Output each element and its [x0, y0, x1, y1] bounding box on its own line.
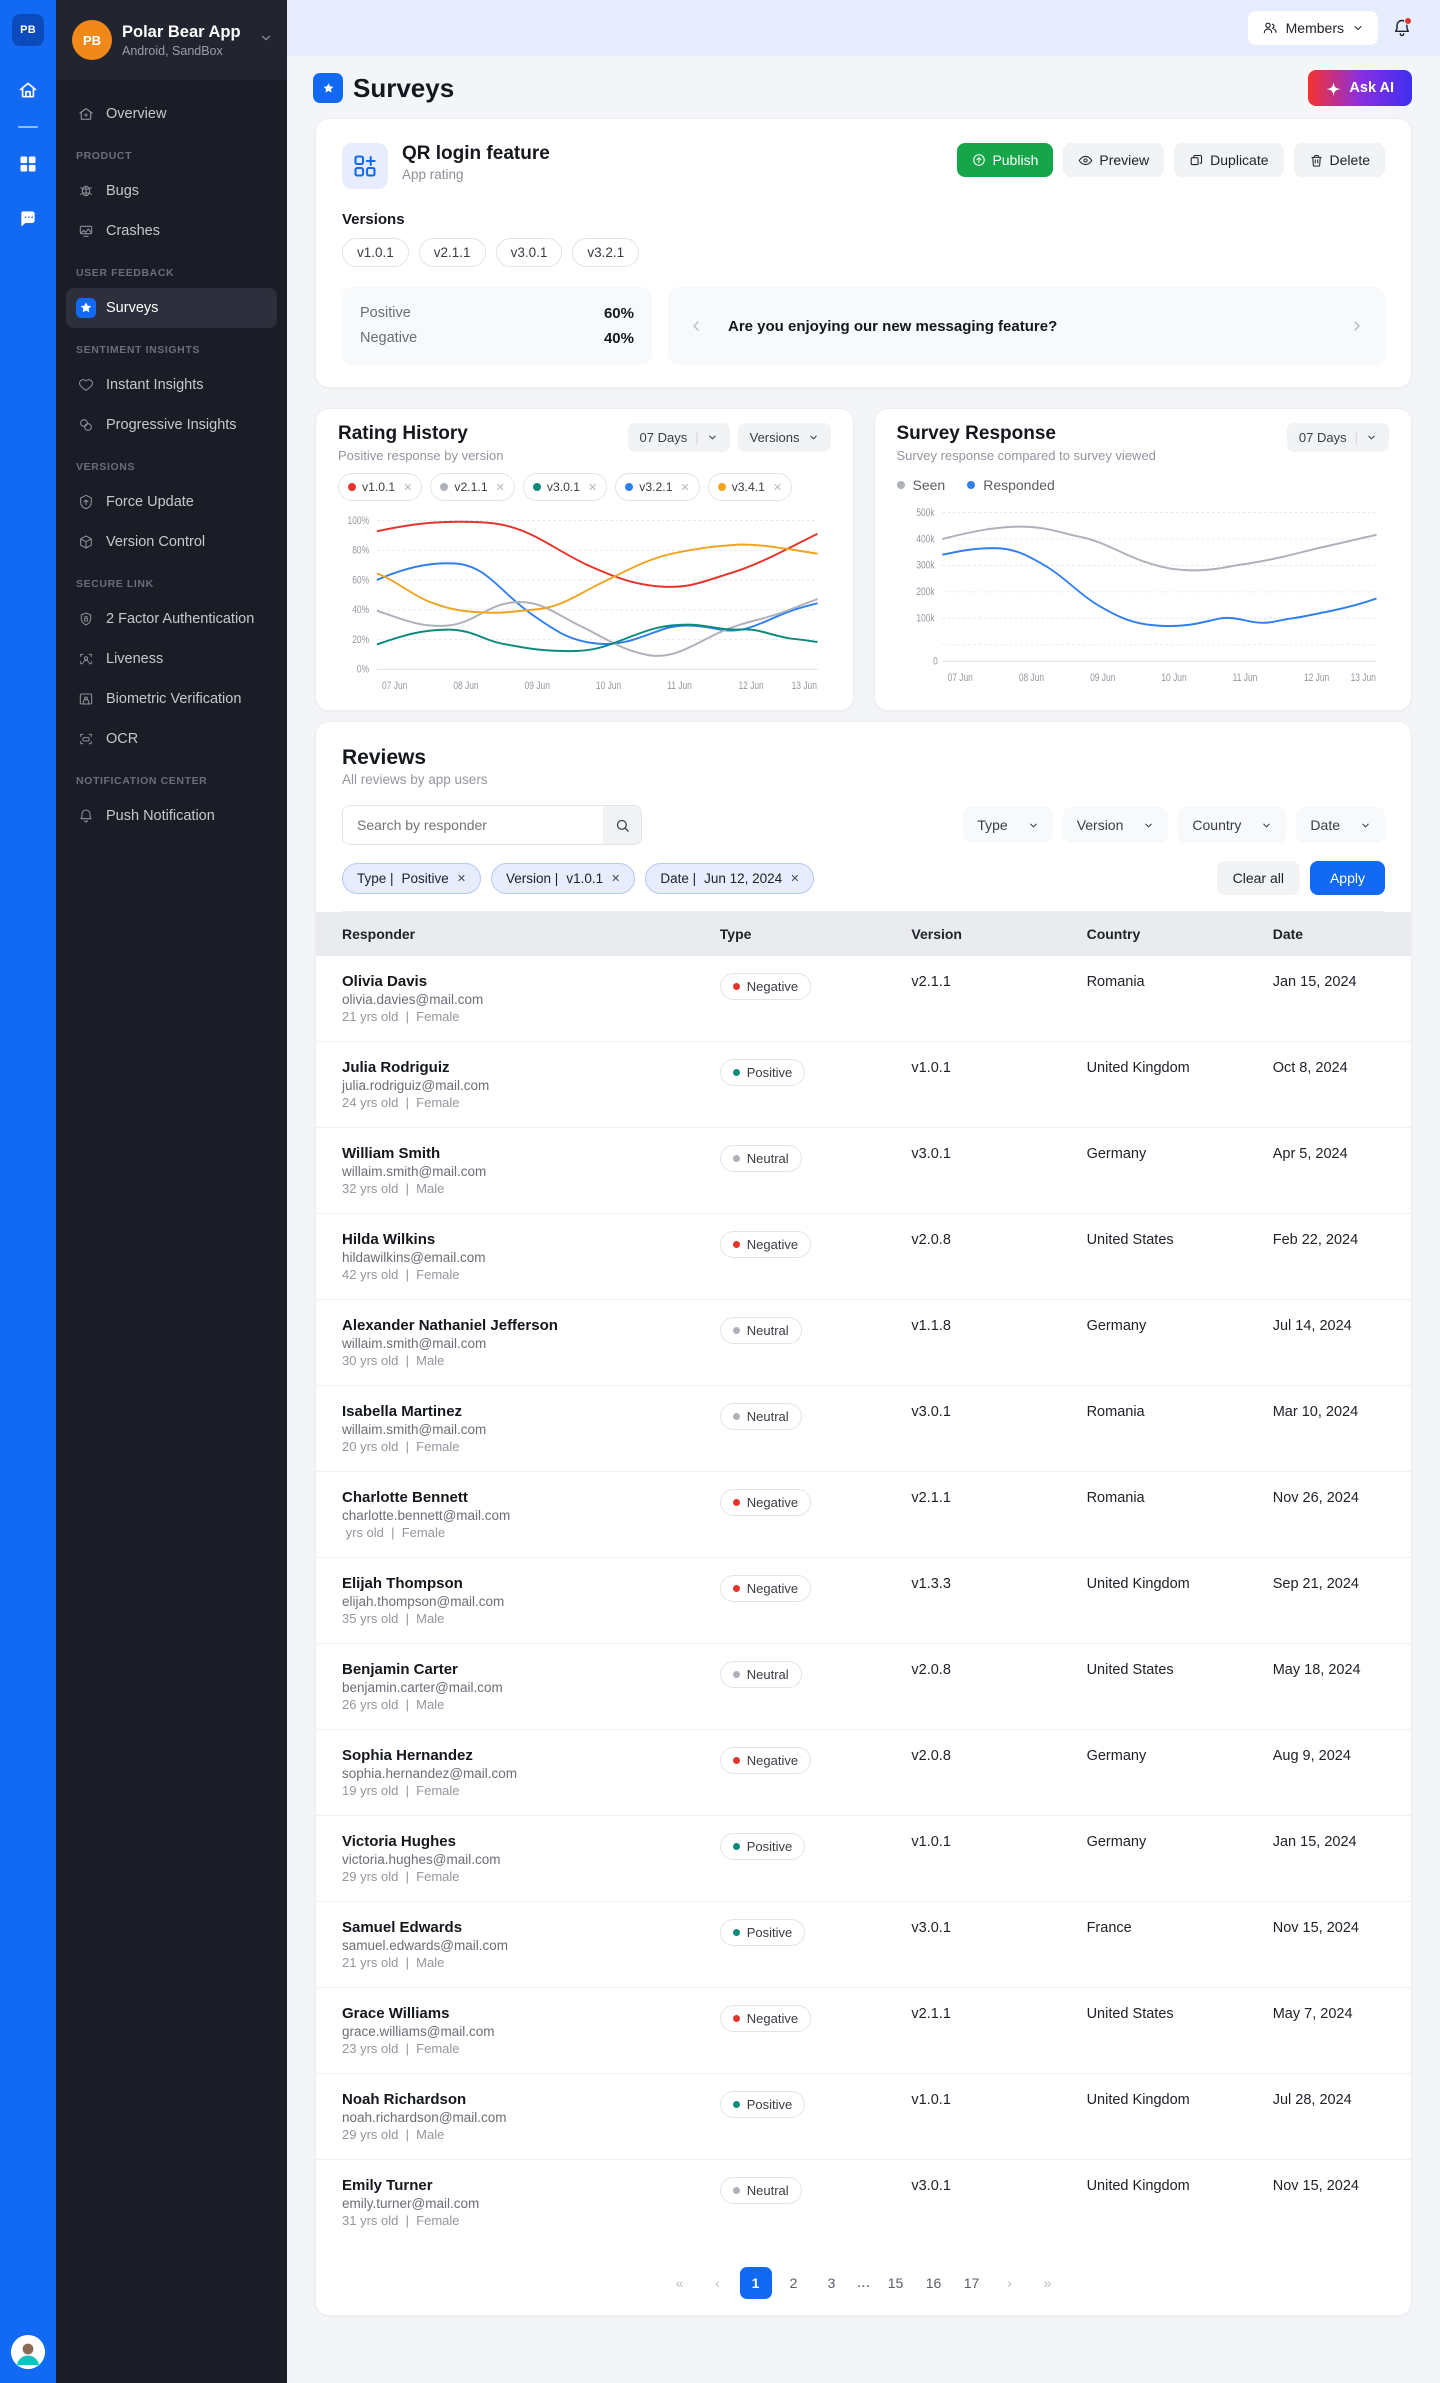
svg-text:80%: 80%: [352, 545, 369, 557]
svg-text:08 Jun: 08 Jun: [1018, 672, 1043, 684]
svg-text:08 Jun: 08 Jun: [453, 680, 478, 692]
svg-text:40%: 40%: [352, 604, 369, 616]
svg-text:07 Jun: 07 Jun: [382, 680, 407, 692]
svg-text:12 Jun: 12 Jun: [738, 680, 763, 692]
svg-text:20%: 20%: [352, 634, 369, 646]
svg-text:10 Jun: 10 Jun: [596, 680, 621, 692]
svg-text:11 Jun: 11 Jun: [1232, 672, 1257, 684]
svg-text:13 Jun: 13 Jun: [792, 680, 817, 692]
svg-text:11 Jun: 11 Jun: [667, 680, 692, 692]
svg-text:10 Jun: 10 Jun: [1161, 672, 1186, 684]
svg-text:07 Jun: 07 Jun: [947, 672, 972, 684]
svg-text:500k: 500k: [916, 507, 934, 519]
svg-text:09 Jun: 09 Jun: [1090, 672, 1115, 684]
svg-text:300k: 300k: [916, 560, 934, 572]
svg-text:200k: 200k: [916, 586, 934, 598]
svg-text:13 Jun: 13 Jun: [1350, 672, 1375, 684]
svg-text:400k: 400k: [916, 533, 934, 545]
svg-text:0: 0: [933, 656, 938, 668]
svg-text:12 Jun: 12 Jun: [1303, 672, 1328, 684]
svg-text:0%: 0%: [357, 664, 370, 676]
svg-text:60%: 60%: [352, 574, 369, 586]
svg-text:100k: 100k: [916, 613, 934, 625]
svg-text:100%: 100%: [348, 515, 370, 527]
svg-text:09 Jun: 09 Jun: [525, 680, 550, 692]
